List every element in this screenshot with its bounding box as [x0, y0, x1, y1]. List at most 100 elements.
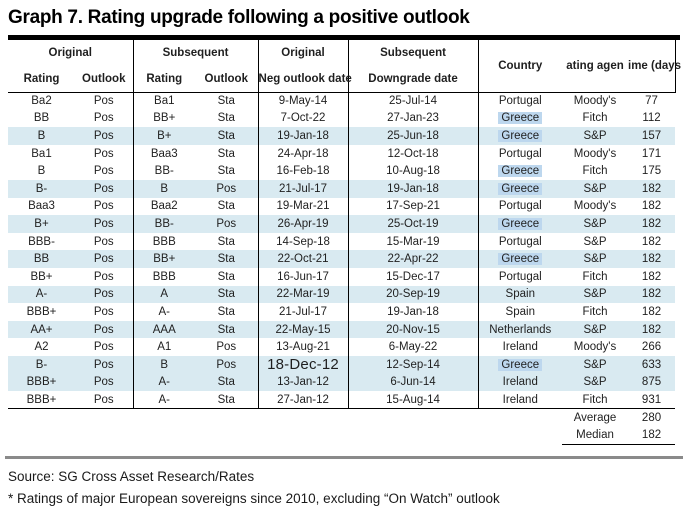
sub-rating-cell: A1 — [157, 341, 172, 354]
days-cell: 633 — [628, 355, 676, 374]
days-cell: 171 — [641, 147, 662, 160]
neg-outlook-date-cell: 24-Apr-18 — [258, 144, 349, 163]
country-cell: Greece — [478, 179, 563, 198]
country-cell: Spain — [478, 285, 563, 304]
orig-outlook-cell: Pos — [75, 179, 134, 198]
orig-outlook-cell: Pos — [75, 391, 134, 409]
title-separator-bar — [8, 35, 680, 40]
orig-rating-cell: Ba2 — [31, 95, 52, 108]
sub-rating-cell: B+ — [133, 127, 196, 145]
agency-cell: Moody's — [573, 147, 617, 160]
agency-cell: Fitch — [582, 112, 608, 125]
table-row: BBB+ Pos A- Sta 27-Jan-12 15-Aug-14 Irel… — [8, 391, 675, 409]
downgrade-date-cell: 15-Mar-19 — [348, 232, 479, 251]
orig-outlook-cell: Pos — [75, 355, 134, 374]
table-row: BB Pos BB+ Sta 7-Oct-22 27-Jan-23 Greece… — [8, 109, 675, 128]
sub-outlook-cell: Sta — [195, 267, 259, 286]
orig-rating-cell: A- — [8, 285, 75, 304]
downgrade-date-cell: 25-Jun-18 — [348, 127, 479, 145]
country-highlight: Greece — [498, 358, 543, 371]
days-cell: 266 — [641, 341, 662, 354]
neg-outlook-date-cell: 26-Apr-19 — [258, 215, 349, 233]
downgrade-date-cell: 15-Dec-17 — [348, 267, 479, 286]
orig-rating-cell: BB — [8, 250, 75, 268]
table-row: Baa3 Pos Baa2 Sta 19-Mar-21 17-Sep-21 Po… — [8, 197, 675, 216]
agency-cell: S&P — [562, 320, 629, 339]
country-highlight: Greece — [498, 165, 543, 178]
neg-outlook-date-cell: 22-Oct-21 — [258, 250, 349, 268]
country-cell: Netherlands — [478, 320, 563, 339]
sub-outlook-cell: Sta — [195, 92, 259, 110]
sub-outlook-cell: Pos — [195, 355, 259, 374]
country-cell: Ireland — [502, 393, 538, 406]
days-cell: 182 — [641, 235, 662, 248]
orig-rating-cell: BB+ — [30, 270, 53, 283]
agency-cell: S&P — [562, 373, 629, 392]
orig-rating-cell: Ba1 — [31, 147, 52, 160]
sub-outlook-cell: Sta — [195, 320, 259, 339]
average-row: Average 280 — [8, 409, 675, 427]
downgrade-date-cell: 20-Nov-15 — [348, 320, 479, 339]
orig-outlook-cell: Pos — [75, 127, 134, 145]
summary-spacer — [8, 409, 562, 427]
country-header: Country — [498, 59, 543, 72]
downgrade-date-cell: 19-Jan-18 — [348, 179, 479, 198]
table-row: A2 Pos A1 Pos 13-Aug-21 6-May-22 Ireland… — [8, 338, 675, 356]
agency-cell: Moody's — [573, 341, 617, 354]
days-cell: 157 — [628, 127, 676, 145]
neg-outlook-date-cell: 13-Jan-12 — [258, 373, 349, 392]
orig-outlook-cell: Pos — [75, 285, 134, 304]
country-highlight: Greece — [498, 182, 543, 195]
original-group-header: Original — [8, 40, 134, 66]
sub-outlook-cell: Sta — [195, 303, 259, 321]
downgrade-date-cell: 6-Jun-14 — [348, 373, 479, 392]
table-row: AA+ Pos AAA Sta 22-May-15 20-Nov-15 Neth… — [8, 320, 676, 339]
sub-rating-cell: BB- — [133, 215, 196, 233]
sub-rating-cell: A — [133, 285, 196, 304]
table-row: BB+ Pos BBB Sta 16-Jun-17 15-Dec-17 Port… — [8, 267, 675, 286]
orig-rating-cell: BBB- — [28, 235, 55, 248]
sub-rating-cell: A- — [158, 393, 171, 406]
orig-rating-cell: B — [37, 165, 46, 178]
days-cell: 175 — [641, 165, 662, 178]
median-value: 182 — [628, 426, 676, 446]
sub-rating-cell: A- — [158, 305, 171, 318]
sub-rating-cell: B — [133, 355, 196, 374]
downgrade-date-header-line2: Downgrade date — [348, 66, 479, 92]
sub-rating-cell: BB+ — [153, 112, 176, 125]
neg-outlook-date-header-line1: Original — [258, 40, 349, 66]
orig-rating-cell: B+ — [8, 215, 75, 233]
sub-outlook-cell: Sta — [195, 127, 259, 145]
orig-outlook-cell: Pos — [75, 215, 134, 233]
days-cell: 182 — [628, 250, 676, 268]
table-row: B Pos B+ Sta 19-Jan-18 25-Jun-18 Greece … — [8, 127, 676, 145]
table-row: Ba1 Pos Baa3 Sta 24-Apr-18 12-Oct-18 Por… — [8, 144, 675, 163]
country-cell: Ireland — [502, 341, 538, 354]
table-row: Ba2 Pos Ba1 Sta 9-May-14 25-Jul-14 Portu… — [8, 92, 675, 110]
summary-spacer — [8, 427, 562, 445]
table-row: B- Pos B Pos 21-Jul-17 19-Jan-18 Greece … — [8, 179, 676, 198]
table-row: A- Pos A Sta 22-Mar-19 20-Sep-19 Spain S… — [8, 285, 676, 304]
agency-cell: S&P — [562, 355, 629, 374]
orig-rating-cell: B — [8, 127, 75, 145]
average-value: 280 — [641, 411, 662, 424]
footer-separator-bar — [5, 456, 683, 460]
agency-cell: Fitch — [582, 305, 608, 318]
table-header: Original Subsequent Original Subsequent … — [8, 40, 681, 92]
neg-outlook-date-cell: 27-Jan-12 — [258, 391, 349, 409]
original-outlook-header: Outlook — [75, 66, 134, 92]
downgrade-date-cell: 22-Apr-22 — [348, 250, 479, 268]
country-cell: Portugal — [498, 270, 542, 283]
average-label: Average — [573, 411, 617, 424]
country-cell: Greece — [478, 355, 563, 374]
neg-outlook-date-cell: 14-Sep-18 — [258, 232, 349, 251]
sub-rating-cell: BB+ — [133, 250, 196, 268]
neg-outlook-date-cell: 7-Oct-22 — [258, 109, 349, 128]
orig-outlook-cell: Pos — [75, 303, 134, 321]
header-group-row: Original Subsequent Original Subsequent … — [8, 40, 681, 92]
table-row: B- Pos B Pos 18-Dec-12 12-Sep-14 Greece … — [8, 355, 676, 374]
sub-rating-cell: B — [133, 179, 196, 198]
table-summary: Average 280 Median 182 — [8, 409, 676, 446]
sub-outlook-cell: Pos — [195, 338, 259, 356]
downgrade-date-cell: 12-Sep-14 — [348, 355, 479, 374]
